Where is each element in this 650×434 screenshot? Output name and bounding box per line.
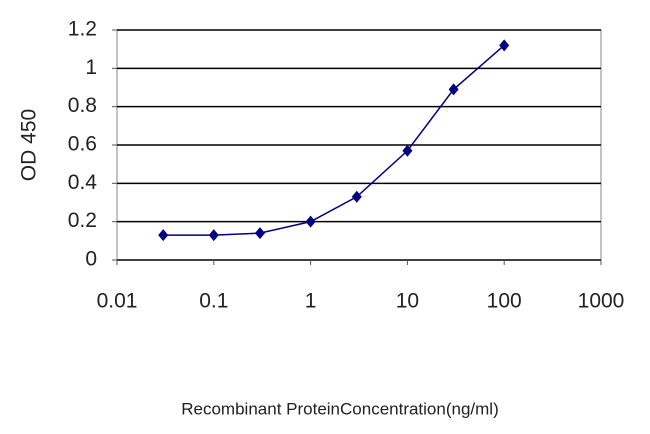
x-tick-label: 100 bbox=[487, 290, 522, 313]
y-axis-label: OD 450 bbox=[18, 109, 41, 181]
x-tick-label: 0.1 bbox=[199, 290, 228, 313]
x-tick-label: 1 bbox=[305, 290, 317, 313]
y-tick-label: 0.2 bbox=[68, 209, 97, 232]
data-point bbox=[351, 190, 362, 203]
x-axis-label: Recombinant ProteinConcentration(ng/ml) bbox=[181, 399, 499, 418]
data-point bbox=[208, 229, 219, 242]
y-tick-label: 0.4 bbox=[68, 171, 98, 194]
y-tick-label: 1.2 bbox=[68, 18, 97, 41]
y-tick-label: 0.8 bbox=[68, 94, 97, 117]
data-point bbox=[254, 227, 265, 240]
data-point bbox=[499, 39, 510, 52]
y-tick-label: 0.6 bbox=[68, 133, 97, 156]
x-tick-label: 10 bbox=[396, 290, 419, 313]
data-point bbox=[448, 83, 459, 96]
data-point bbox=[402, 144, 413, 157]
y-tick-label: 0 bbox=[85, 248, 97, 271]
data-point bbox=[305, 215, 316, 228]
data-line bbox=[163, 44, 505, 236]
data-point bbox=[158, 229, 169, 242]
x-tick-label: 1000 bbox=[578, 290, 625, 313]
x-tick-label: 0.01 bbox=[97, 290, 138, 313]
y-tick-label: 1 bbox=[85, 56, 97, 79]
